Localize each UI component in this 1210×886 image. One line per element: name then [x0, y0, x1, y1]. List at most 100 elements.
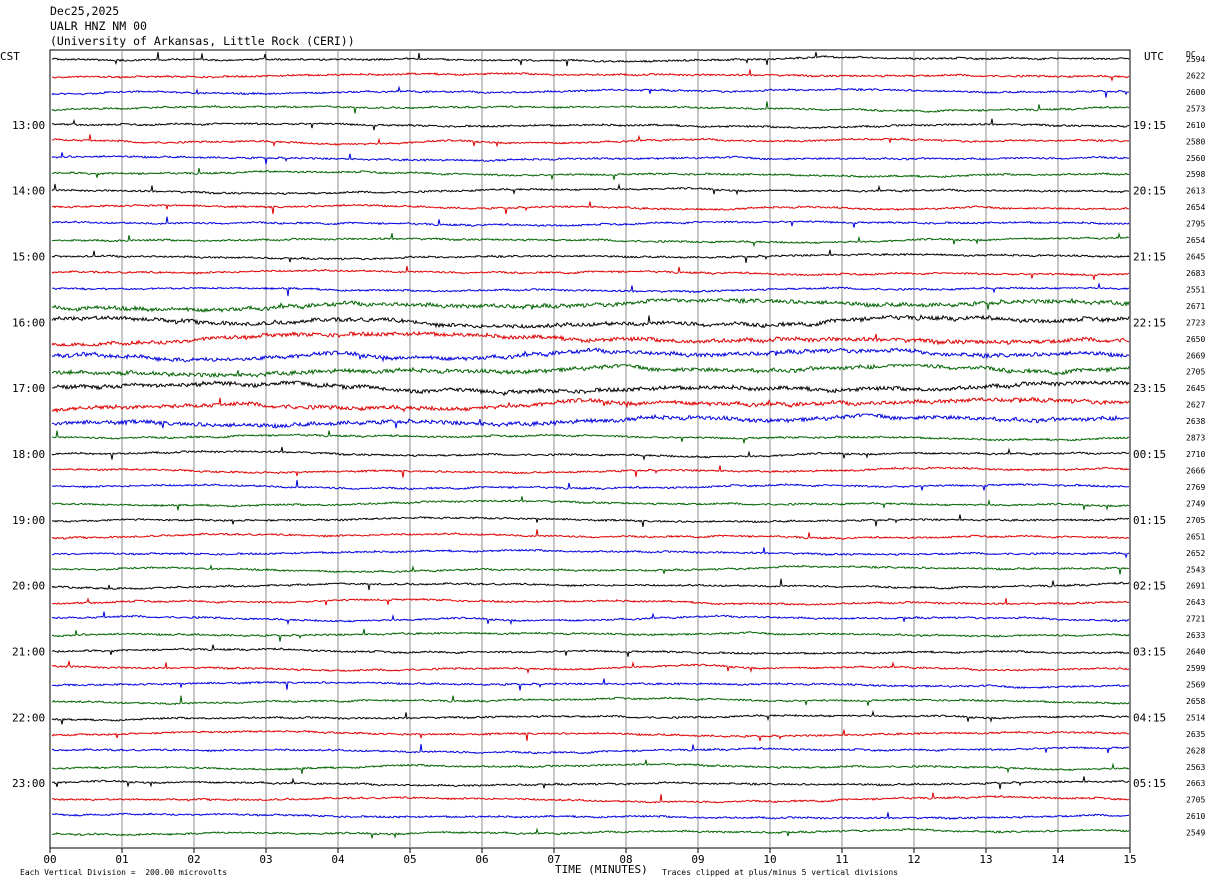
seismic-trace — [51, 644, 1130, 657]
dc-offset-value: 2613 — [1186, 187, 1205, 196]
left-time-label: 15:00 — [12, 251, 45, 264]
x-tick-label: 01 — [115, 853, 128, 866]
left-time-label: 16:00 — [12, 316, 45, 329]
dc-offset-value: 2600 — [1186, 88, 1205, 97]
dc-offset-value: 2633 — [1186, 631, 1205, 640]
left-time-label: 19:00 — [12, 514, 45, 527]
seismic-trace — [51, 465, 1130, 478]
dc-offset-value: 2723 — [1186, 318, 1205, 327]
header-network: (University of Arkansas, Little Rock (CE… — [50, 34, 355, 48]
right-time-label: 21:15 — [1133, 251, 1166, 264]
seismic-trace — [51, 201, 1130, 215]
dc-offset-value: 2721 — [1186, 615, 1205, 624]
left-time-label: 22:00 — [12, 711, 45, 724]
seismic-trace — [51, 678, 1130, 691]
dc-offset-value: 2666 — [1186, 467, 1205, 476]
seismic-trace — [51, 216, 1130, 228]
seismic-trace — [52, 812, 1130, 821]
seismic-trace — [51, 695, 1130, 706]
seismic-trace — [51, 430, 1130, 444]
dc-offset-value: 2651 — [1186, 532, 1205, 541]
dc-offset-value: 2654 — [1186, 203, 1205, 212]
seismic-trace — [51, 792, 1130, 804]
seismic-trace — [51, 51, 1130, 67]
left-time-label: 17:00 — [12, 382, 45, 395]
left-time-label: 18:00 — [12, 448, 45, 461]
seismic-trace — [51, 134, 1130, 148]
seismic-trace — [51, 496, 1130, 511]
seismic-trace — [51, 297, 1130, 313]
seismic-trace — [51, 314, 1130, 329]
dc-offset-value: 2569 — [1186, 680, 1205, 689]
x-axis-label: TIME (MINUTES) — [555, 863, 648, 876]
seismic-trace — [51, 183, 1130, 196]
dc-offset-value: 2663 — [1186, 779, 1205, 788]
dc-offset-value: 2551 — [1186, 285, 1205, 294]
footer-right-note: Traces clipped at plus/minus 5 vertical … — [662, 868, 899, 877]
right-time-label: 04:15 — [1133, 711, 1166, 724]
seismic-trace — [51, 69, 1130, 82]
dc-offset-value: 2643 — [1186, 598, 1205, 607]
seismic-trace — [51, 330, 1130, 347]
dc-offset-value: 2610 — [1186, 121, 1205, 130]
dc-offset-value: 2658 — [1186, 697, 1205, 706]
dc-offset-value: 2654 — [1186, 236, 1205, 245]
seismic-trace — [51, 776, 1130, 790]
right-axis-title: UTC — [1144, 50, 1164, 63]
dc-offset-value: 2594 — [1186, 55, 1205, 64]
seismic-trace — [51, 611, 1130, 626]
seismic-trace — [51, 347, 1130, 363]
x-tick-label: 11 — [835, 853, 848, 866]
dc-offset-value: 2691 — [1186, 582, 1205, 591]
seismic-trace — [51, 529, 1130, 541]
seismic-trace — [51, 564, 1130, 575]
left-time-label: 23:00 — [12, 777, 45, 790]
right-time-label: 23:15 — [1133, 382, 1166, 395]
dc-title: DC — [1186, 50, 1196, 59]
seismic-trace — [51, 759, 1130, 774]
x-tick-label: 04 — [331, 853, 345, 866]
x-tick-label: 03 — [259, 853, 272, 866]
left-time-label: 21:00 — [12, 646, 45, 659]
dc-offset-value: 2543 — [1186, 565, 1205, 574]
right-time-label: 01:15 — [1133, 514, 1166, 527]
dc-offset-value: 2769 — [1186, 483, 1205, 492]
x-tick-label: 12 — [907, 853, 920, 866]
seismic-trace — [51, 396, 1130, 414]
dc-offset-value: 2669 — [1186, 351, 1205, 360]
seismic-trace — [51, 413, 1130, 429]
dc-offset-value: 2628 — [1186, 746, 1205, 755]
seismic-trace — [51, 152, 1130, 165]
x-tick-label: 05 — [403, 853, 416, 866]
seismic-trace — [51, 744, 1130, 755]
seismic-trace — [51, 827, 1130, 839]
right-time-label: 00:15 — [1133, 448, 1166, 461]
dc-offset-value: 2599 — [1186, 664, 1205, 673]
right-time-label: 20:15 — [1133, 185, 1166, 198]
seismic-trace — [51, 547, 1130, 559]
x-tick-label: 07 — [547, 853, 560, 866]
seismic-trace — [51, 265, 1130, 280]
plot-frame — [49, 49, 1131, 849]
dc-offset-value: 2705 — [1186, 368, 1205, 377]
dc-offset-value: 2650 — [1186, 335, 1205, 344]
seismic-trace — [51, 85, 1129, 98]
left-time-label: 20:00 — [12, 580, 45, 593]
seismic-trace — [51, 282, 1130, 297]
seismic-trace — [51, 660, 1130, 675]
x-tick-label: 10 — [763, 853, 776, 866]
dc-offset-value: 2873 — [1186, 434, 1205, 443]
right-time-label: 05:15 — [1133, 777, 1166, 790]
right-time-label: 02:15 — [1133, 580, 1166, 593]
x-tick-label: 06 — [475, 853, 488, 866]
seismic-trace — [51, 231, 1130, 248]
dc-offset-value: 2749 — [1186, 499, 1205, 508]
left-axis-title: CST — [0, 50, 20, 63]
seismic-trace — [51, 446, 1130, 461]
dc-offset-value: 2671 — [1186, 302, 1205, 311]
x-tick-label: 13 — [979, 853, 992, 866]
dc-offset-value: 2705 — [1186, 516, 1205, 525]
dc-offset-value: 2640 — [1186, 648, 1205, 657]
dc-offset-value: 2683 — [1186, 269, 1205, 278]
